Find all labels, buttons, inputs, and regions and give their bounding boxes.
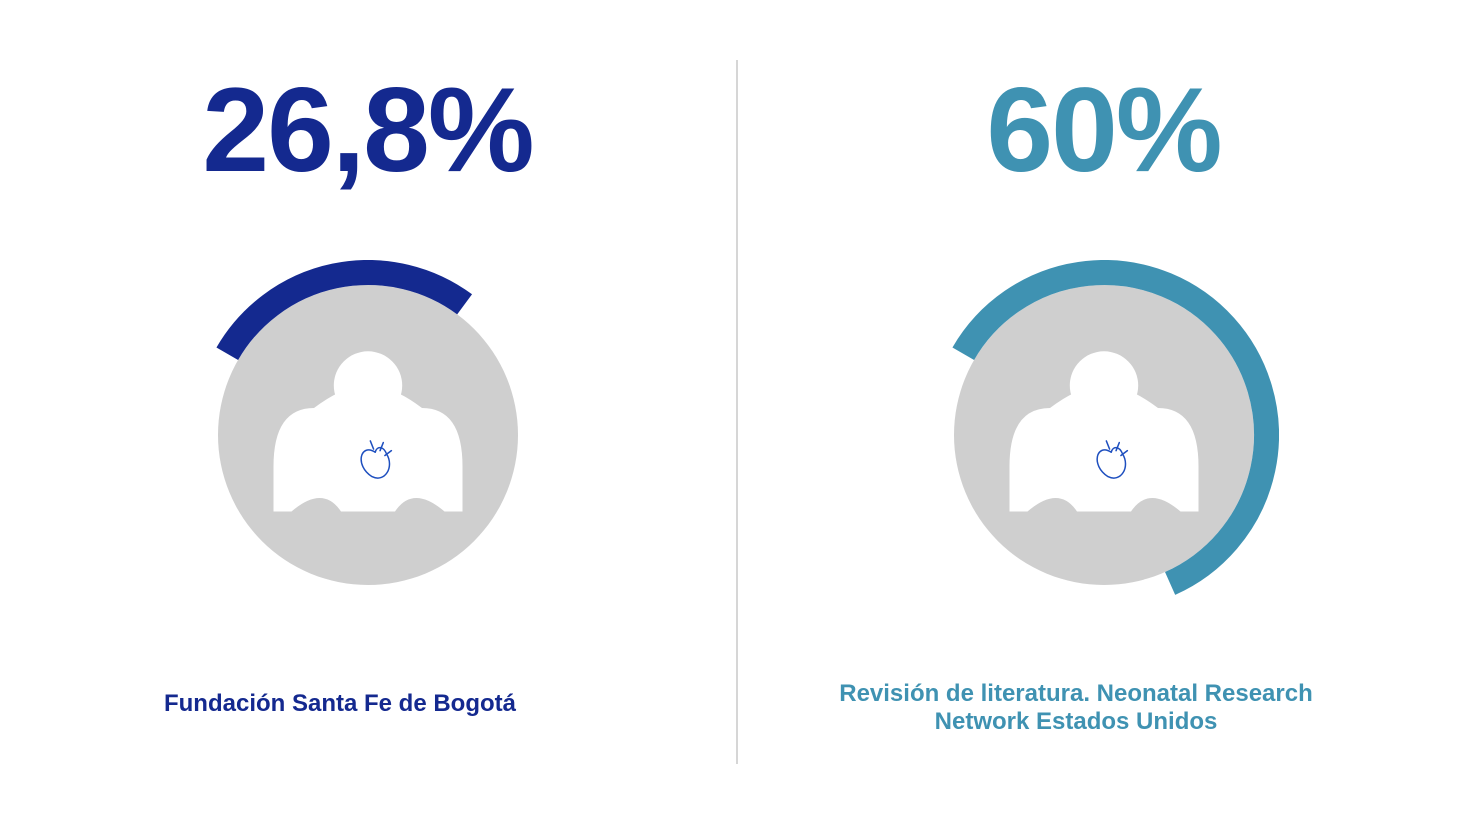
progress-ring-svg-left [193,260,543,610]
progress-ring-left [193,260,543,610]
infographic-stage: 26,8% Fundación Santa Fe de Bogotá 60% R… [0,0,1471,824]
caption-right: Revisión de literatura. Neonatal Researc… [736,680,1416,736]
percentage-value-left: 26,8% [0,70,735,190]
progress-ring-svg-right [929,260,1279,610]
percentage-value-right: 60% [736,70,1471,190]
caption-left: Fundación Santa Fe de Bogotá [0,690,680,718]
progress-ring-right [929,260,1279,610]
panel-right: 60% Revisión de literatura. Neonatal Res… [736,0,1471,824]
panel-left: 26,8% Fundación Santa Fe de Bogotá [0,0,735,824]
